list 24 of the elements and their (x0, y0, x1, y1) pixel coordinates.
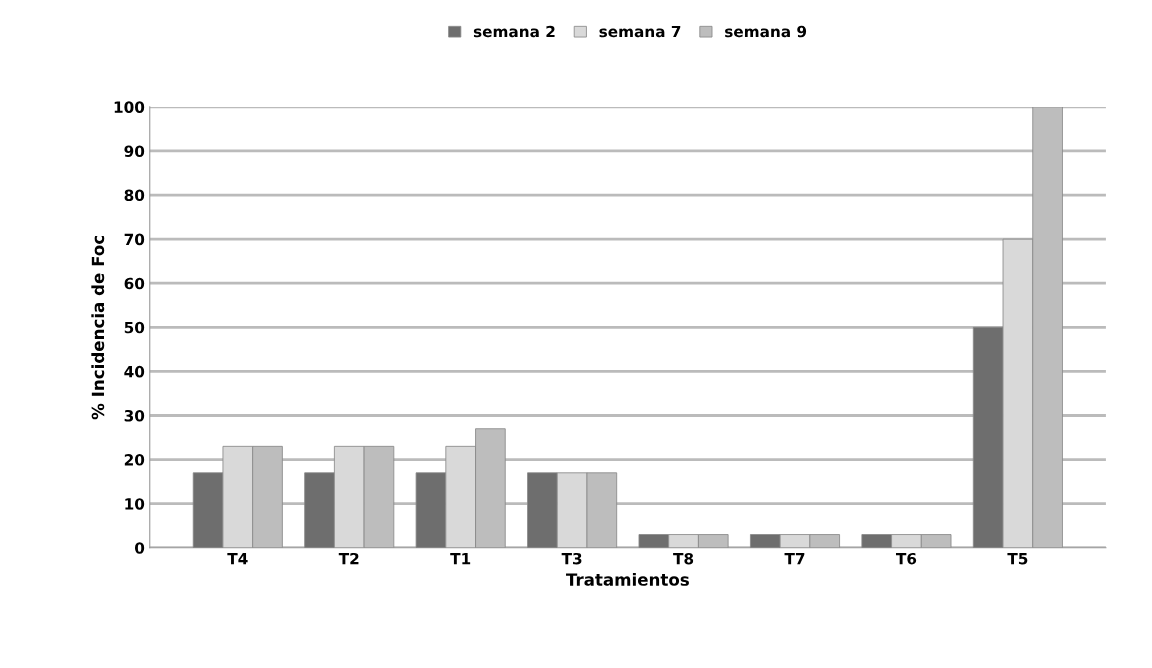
y-tick-label: 30 (124, 409, 145, 422)
x-tick-label: T1 (450, 553, 471, 565)
y-tick-label: 20 (124, 454, 145, 466)
y-tick-label: 40 (124, 365, 145, 378)
x-tick-label: T5 (1007, 553, 1028, 565)
y-tick-label: 90 (124, 145, 145, 157)
y-tick-label: 50 (124, 321, 145, 334)
x-tick-label: T3 (561, 552, 582, 565)
y-tick-label: 80 (124, 189, 145, 202)
y-tick-label: 60 (124, 277, 145, 290)
y-tick-label: 70 (124, 233, 145, 246)
y-tick-label: 10 (125, 498, 145, 510)
x-tick-label: T7 (784, 553, 805, 565)
y-tick-label: 100 (114, 101, 145, 113)
x-tick-label: T6 (895, 552, 917, 565)
x-tick-label: T2 (338, 552, 359, 565)
x-tick-label: T4 (227, 553, 248, 565)
x-tick-label: T8 (673, 552, 694, 565)
y-tick-label: 0 (135, 542, 145, 554)
legend-label: semana 2 (473, 25, 555, 38)
y-axis-title: % Incidencia de Foc (91, 235, 105, 420)
legend-label: semana 7 (599, 25, 681, 38)
x-axis-title: Tratamientos (566, 572, 689, 586)
legend-label: semana 9 (725, 25, 807, 38)
